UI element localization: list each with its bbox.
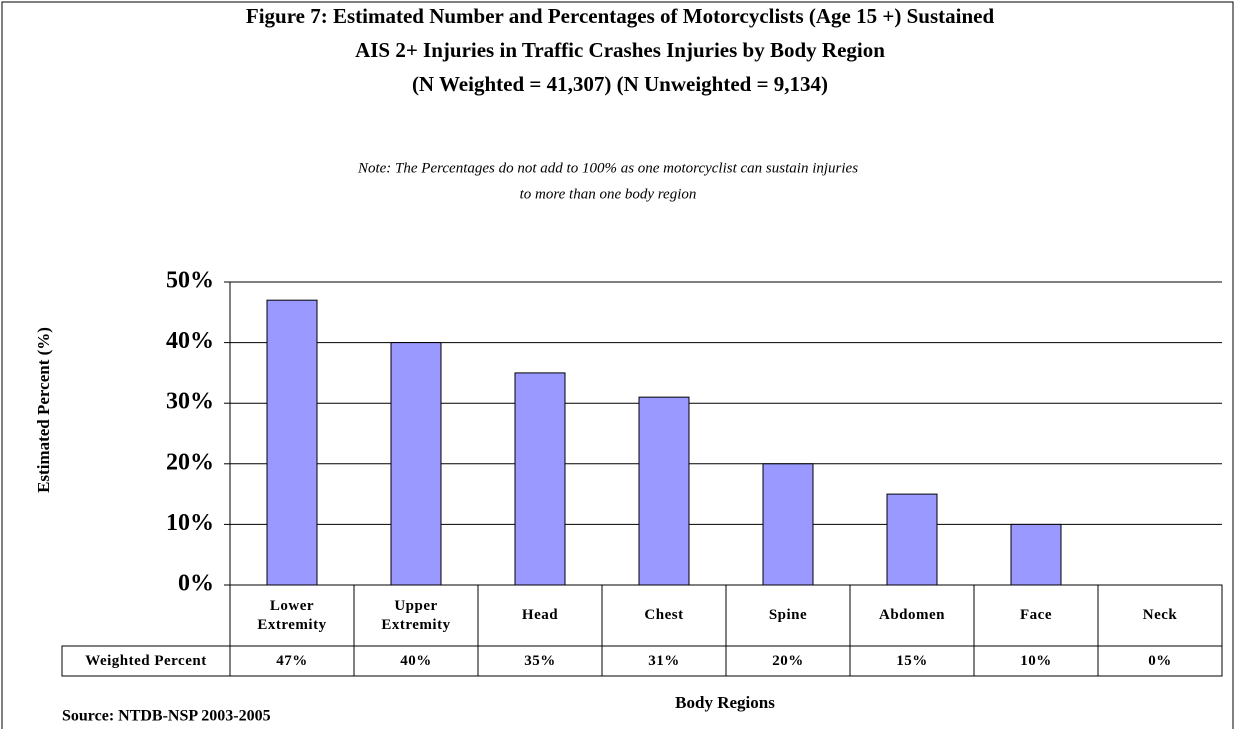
- chart-title: Figure 7: Estimated Number and Percentag…: [246, 4, 995, 28]
- table-value-text: 15%: [896, 652, 928, 669]
- table-value-text: 10%: [1020, 652, 1052, 669]
- y-tick-label: 10%: [166, 510, 214, 536]
- table-value-text: 0%: [1148, 652, 1172, 669]
- chart-title: AIS 2+ Injuries in Traffic Crashes Injur…: [355, 38, 885, 62]
- table-value: 47%: [230, 646, 354, 676]
- bar: [638, 396, 690, 586]
- category-label: Chest: [602, 585, 726, 646]
- table-value: 15%: [850, 646, 974, 676]
- bar: [514, 372, 566, 586]
- y-tick-label: 40%: [166, 328, 214, 354]
- table-value-text: 47%: [276, 652, 308, 669]
- table-row-label-text: Weighted Percent: [85, 652, 207, 669]
- table-value: 40%: [354, 646, 478, 676]
- bar: [266, 299, 318, 586]
- table-value-text: 35%: [524, 652, 556, 669]
- category-label-text: Abdomen: [878, 607, 945, 623]
- source: Source: NTDB-NSP 2003-2005: [62, 708, 271, 725]
- table-value: 35%: [478, 646, 602, 676]
- table-value-text: 20%: [772, 652, 804, 669]
- category-label-text: Face: [1020, 607, 1052, 623]
- chart-note: Note: The Percentages do not add to 100%…: [357, 160, 858, 176]
- bar: [886, 493, 938, 586]
- bar: [390, 342, 442, 586]
- table-value: 0%: [1098, 646, 1222, 676]
- table-value: 31%: [602, 646, 726, 676]
- table-value: 10%: [974, 646, 1098, 676]
- category-label-text: Head: [521, 607, 559, 623]
- x-axis-label: Body Regions: [675, 693, 775, 712]
- category-label: Abdomen: [850, 585, 974, 646]
- category-label: Face: [974, 585, 1098, 646]
- category-label-text: Neck: [1142, 607, 1178, 623]
- category-label: Spine: [726, 585, 850, 646]
- category-label-text: Spine: [768, 607, 808, 623]
- y-tick-label: 20%: [166, 449, 214, 475]
- table-row-frame: [61, 645, 1223, 677]
- bar: [762, 463, 814, 586]
- y-tick-label: 30%: [166, 389, 214, 415]
- table-row-label: Weighted Percent: [62, 646, 230, 676]
- category-label-text: Upper Extremity: [381, 597, 451, 633]
- category-label: Neck: [1098, 585, 1222, 646]
- y-tick-label: 50%: [166, 268, 214, 294]
- bar: [1010, 523, 1062, 586]
- chart-note: to more than one body region: [520, 186, 697, 202]
- chart-title: (N Weighted = 41,307) (N Unweighted = 9,…: [412, 72, 828, 96]
- table-value-text: 31%: [648, 652, 680, 669]
- y-axis-label: Estimated Percent (%): [34, 327, 53, 493]
- category-label: Head: [478, 585, 602, 646]
- category-label: Upper Extremity: [354, 585, 478, 646]
- table-value: 20%: [726, 646, 850, 676]
- y-tick-label: 0%: [178, 571, 214, 597]
- category-label-text: Lower Extremity: [257, 597, 327, 633]
- category-label: Lower Extremity: [230, 585, 354, 646]
- table-value-text: 40%: [400, 652, 432, 669]
- category-label-text: Chest: [644, 607, 684, 623]
